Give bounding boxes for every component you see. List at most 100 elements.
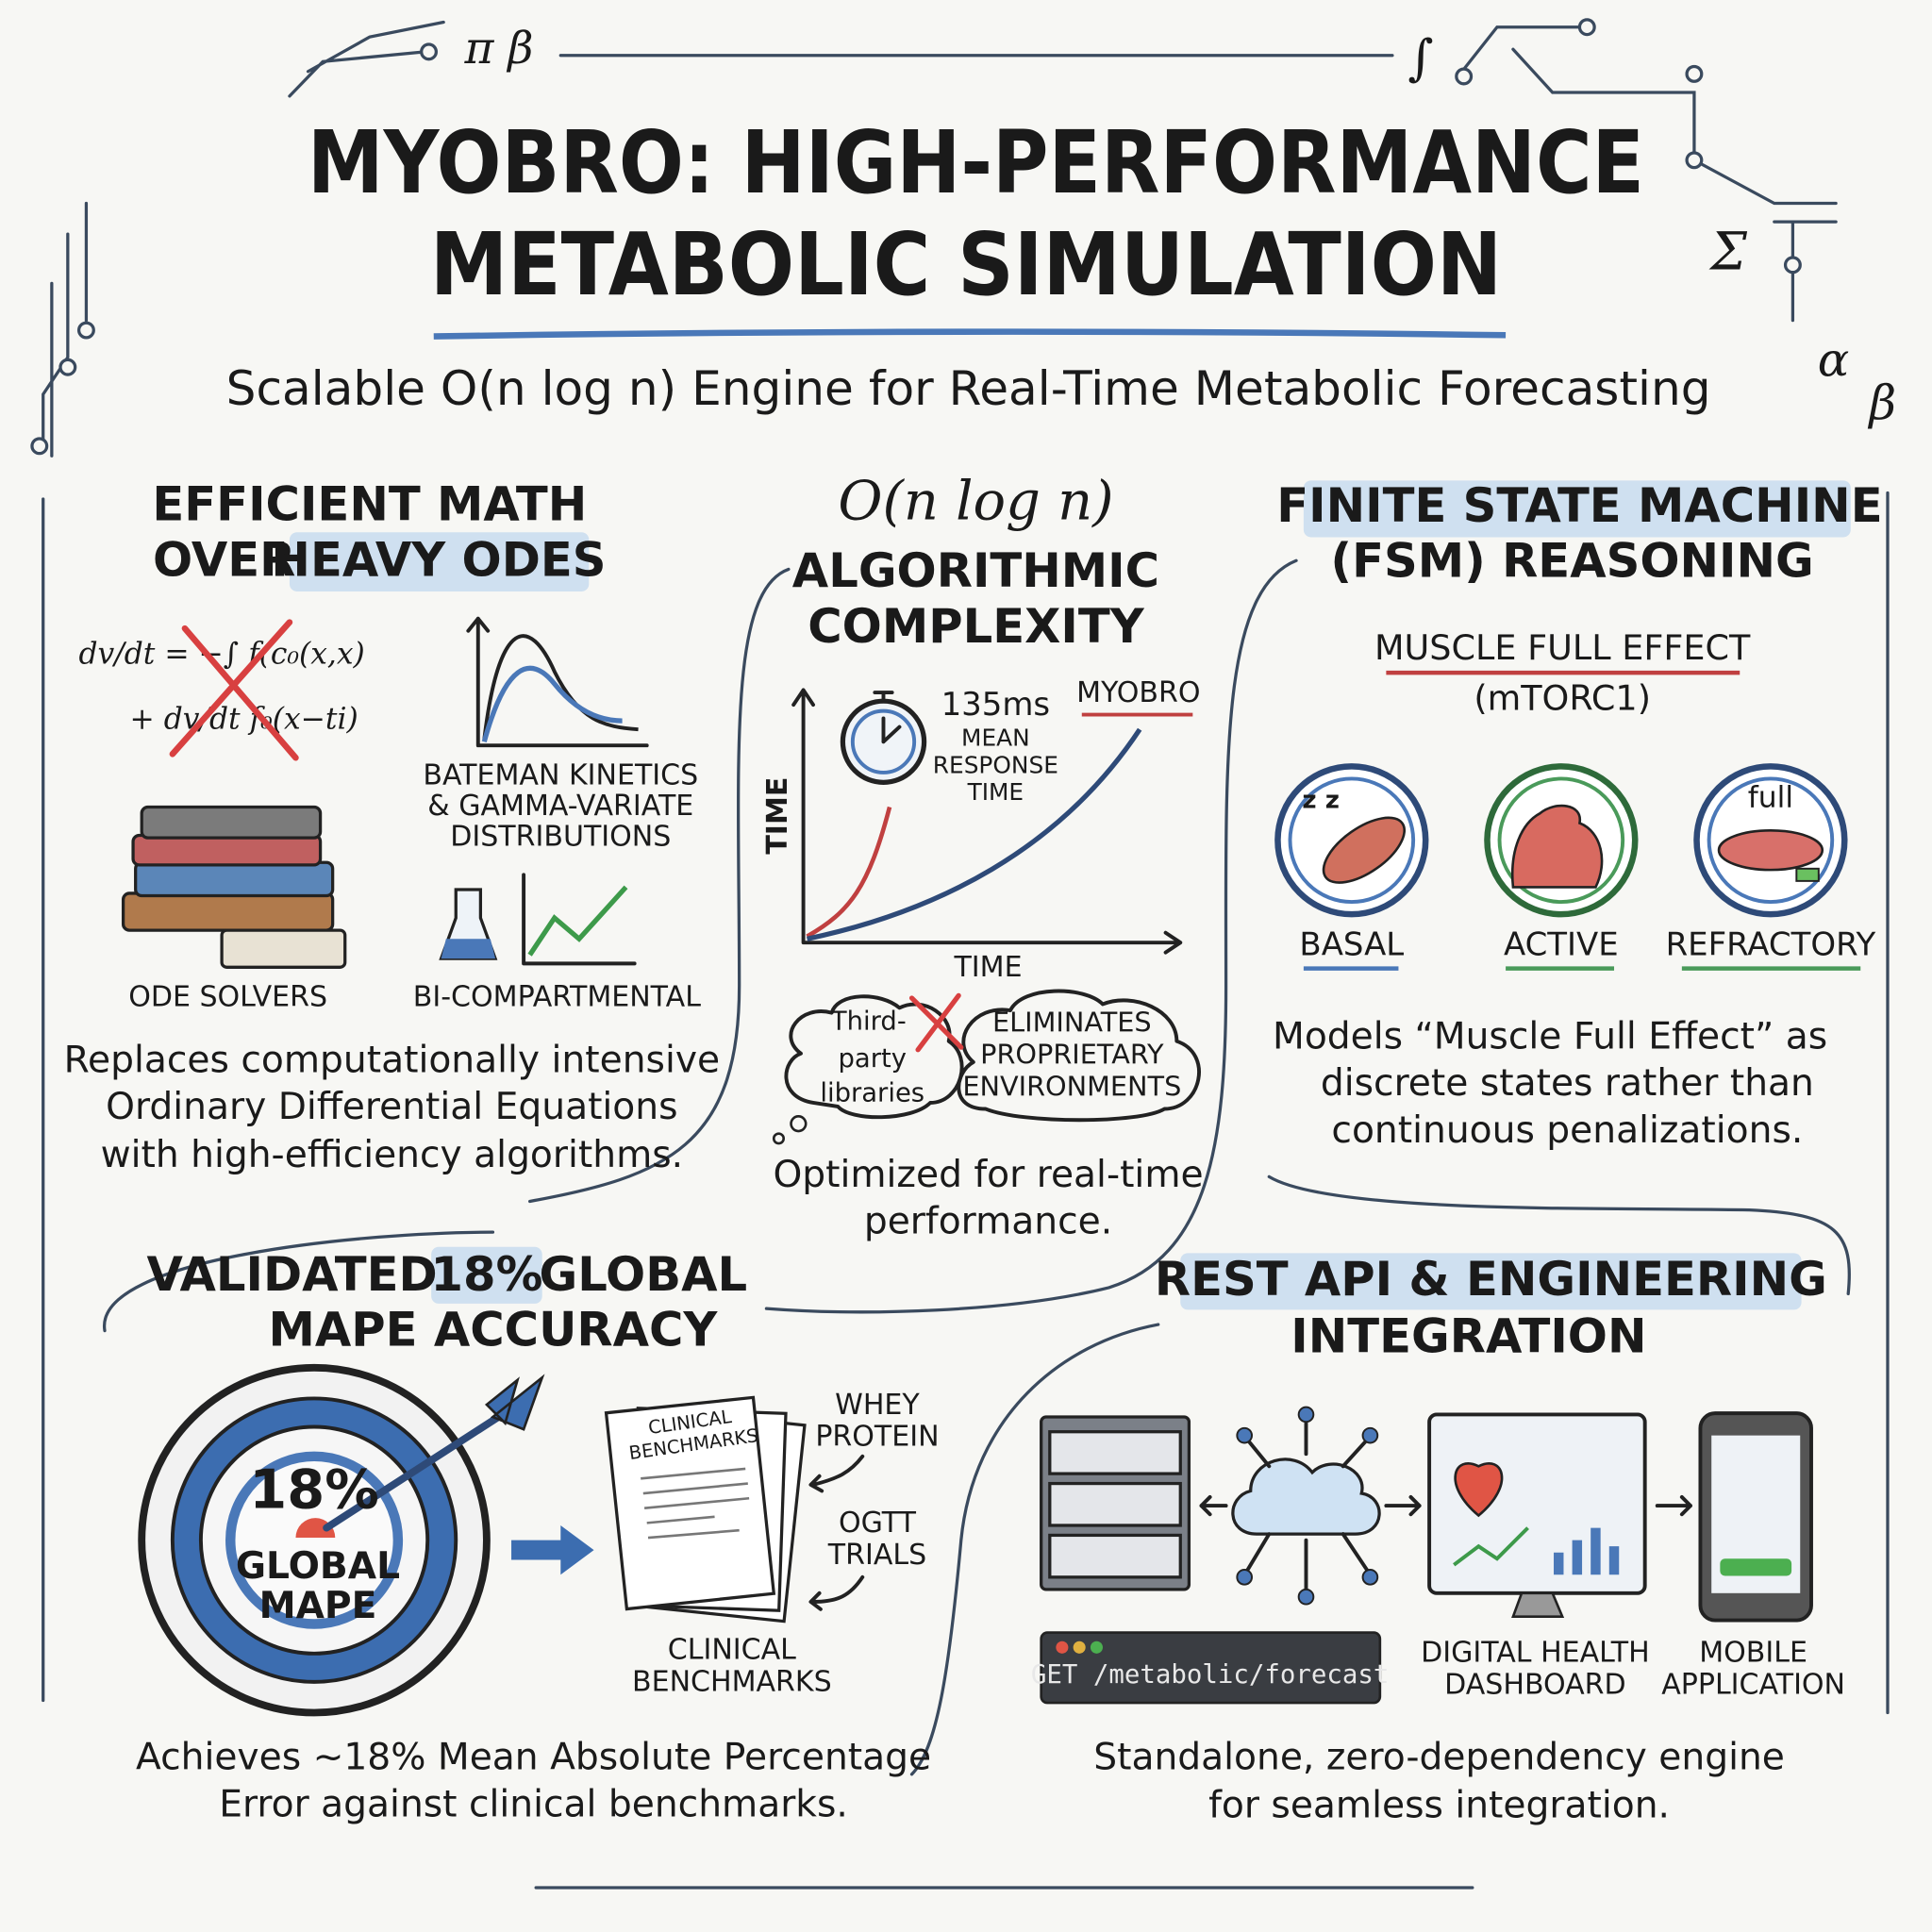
cloud-dot [790,1115,808,1133]
node [1236,1426,1253,1444]
math-symbol: ∫ [1407,30,1433,87]
section-heading: 18% [431,1247,543,1302]
node [1361,1426,1379,1444]
cloud-dot [772,1132,785,1145]
highlight [289,532,590,591]
description: with high-efficiency algorithms. [101,1134,684,1176]
bullseye [295,1518,336,1539]
node [1685,64,1704,83]
stopwatch-hands [873,691,902,744]
description: Error against clinical benchmarks. [219,1783,848,1825]
metric-label: MEAN [961,724,1030,752]
section-heading: INTEGRATION [1291,1308,1646,1363]
state-icon-ring [1288,776,1416,905]
cloud [957,989,1201,1123]
cloud [1231,1457,1381,1536]
title: MYOBRO: HIGH-PERFORMANCE [308,112,1644,213]
icon-text: z z [1302,786,1339,814]
curve [527,885,628,957]
curve [806,727,1142,941]
node [1297,1406,1315,1424]
node [76,321,95,340]
target-ring [225,1451,404,1629]
server-unit [1048,1533,1182,1579]
terminal-dot [1056,1641,1069,1654]
node [1577,18,1596,37]
monitor-stand [1511,1591,1565,1618]
dividers [42,491,1890,1890]
description: continuous penalizations. [1331,1109,1803,1152]
book [121,891,335,932]
illustration-label: DASHBOARD [1444,1668,1626,1701]
description: Optimized for real-time [773,1154,1203,1196]
illustration-label: & GAMMA-VARIATE [427,790,693,823]
state-icon-ring [1707,776,1835,905]
description: Models “Muscle Full Effect” as [1273,1016,1827,1058]
metric-label: RESPONSE [933,751,1058,778]
notation: O(n log n) [838,470,1113,533]
endpoint: GET /metabolic/forecast [1031,1660,1390,1690]
illustration-label: BI-COMPARTMENTAL [413,980,701,1013]
description: Ordinary Differential Equations [106,1086,677,1128]
heart [1454,1462,1504,1518]
documents [604,1395,807,1624]
node [1783,256,1802,275]
state-label: BASAL [1299,926,1404,964]
document-lines [641,1467,750,1540]
node [1685,151,1704,170]
formula: + dv/dt f₀(x−ti) [129,703,358,737]
node [1361,1569,1379,1586]
books [121,805,347,969]
section-heading: REST API & ENGINEERING [1155,1252,1827,1307]
cloud-text: ENVIRONMENTS [962,1070,1181,1102]
highlight [1180,1253,1802,1310]
description: Achieves ~18% Mean Absolute Percentage [136,1737,931,1779]
description: performance. [864,1200,1112,1242]
source-arrows [808,1454,865,1611]
server-unit [1048,1430,1182,1475]
illustration-label: ODE SOLVERS [128,980,327,1013]
math-symbol: Σ [1708,222,1747,282]
graph-axes [522,873,637,966]
flow-arrows [1199,1494,1692,1517]
description: discrete states rather than [1321,1062,1814,1105]
chart-bars [1554,1527,1620,1575]
section-heading: ALGORITHMIC [792,543,1159,598]
cloud-text: ELIMINATES [992,1006,1152,1038]
illustration-label: DISTRIBUTIONS [450,821,671,854]
description: Replaces computationally intensive [64,1039,721,1081]
cross-out [908,992,964,1053]
section-heading: EFFICIENT MATH [152,477,587,532]
flask-liquid [441,939,496,959]
node [30,437,49,456]
cloud-links [1244,1421,1370,1591]
state-icon-ring [1497,776,1625,905]
book-pages [220,928,347,969]
circuit-nodes [30,18,1802,456]
curve [482,634,639,740]
chart-line [1453,1526,1529,1567]
cloud-text: Third- [830,1008,907,1037]
source-label: WHEY [835,1389,920,1422]
state-label: ACTIVE [1504,926,1619,964]
target-text: 18% [249,1458,379,1522]
cloud [784,994,964,1120]
section-heading: VALIDATED [146,1247,437,1302]
source-label: OGTT [839,1507,917,1540]
cloud-text: libraries [820,1078,924,1108]
source-label: TRIALS [827,1539,926,1572]
cloud-text: PROPRIETARY [980,1038,1164,1070]
curve [481,665,623,742]
curve [806,806,892,939]
stopwatch-dial [850,708,917,774]
illustration-label: BATEMAN KINETICS [423,758,698,791]
node [1297,1588,1315,1606]
node [420,42,438,61]
source-label: PROTEIN [815,1421,939,1454]
dart-fins [484,1374,545,1431]
formula: dv/dt = −∫ f(c₀(x,x) [78,637,364,671]
terminal-dot [1090,1641,1103,1654]
graph-axes [466,616,649,748]
metric-label: TIME [967,778,1024,806]
